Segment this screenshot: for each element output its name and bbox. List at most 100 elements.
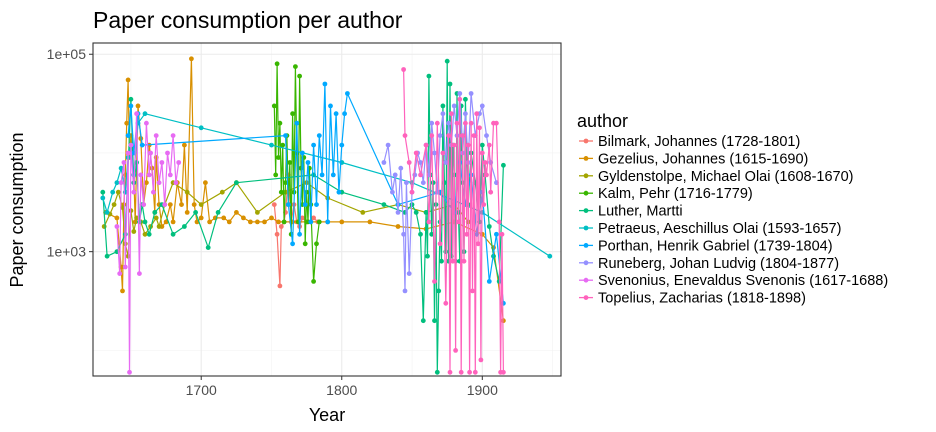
point-2-9 [134,215,140,221]
point-4-21 [381,202,387,208]
point-7-7 [402,288,408,294]
point-2-17 [184,189,190,195]
point-1-42 [262,219,267,225]
point-4-33 [432,318,437,324]
point-7-17 [429,120,435,126]
point-8-21 [165,150,170,156]
point-3-13 [290,111,295,117]
legend-label-7: Runeberg, Johan Ludvig (1804-1877) [598,256,839,272]
point-5-3 [114,180,120,186]
point-3-1 [273,172,279,178]
point-7-1 [385,142,391,148]
point-9-32 [471,133,477,139]
point-4-18 [234,180,239,186]
y-axis: 1e+03 1e+05 [47,46,93,260]
point-6-21 [330,172,336,178]
point-3-18 [297,73,302,79]
point-9-40 [482,160,488,165]
point-7-21 [440,111,446,117]
point-8-23 [170,133,176,139]
point-1-6 [124,120,130,126]
point-7-13 [418,160,423,165]
point-1-29 [189,56,194,62]
point-8-15 [148,150,154,156]
point-7-34 [479,103,485,109]
legend-label-1: Gezelius, Johannes (1615-1690) [598,151,808,167]
point-9-1 [402,133,408,139]
point-6-25 [342,111,347,117]
point-8-18 [156,180,162,186]
point-4-41 [443,249,449,255]
point-8-9 [134,111,140,117]
point-6-4 [139,142,145,148]
point-4-62 [486,224,492,229]
point-1-50 [395,224,401,229]
point-2-25 [360,210,366,215]
point-9-24 [460,133,465,139]
point-0-11 [300,215,305,221]
point-9-49 [501,369,506,375]
point-1-40 [248,219,253,225]
point-8-17 [153,133,159,139]
series-layer [100,56,553,375]
point-6-14 [311,142,316,148]
point-4-60 [479,142,485,148]
series-9 [401,67,506,375]
point-9-48 [499,231,505,237]
point-7-4 [395,210,401,215]
point-4-4 [128,96,134,102]
point-9-39 [481,202,487,208]
point-8-20 [162,202,168,208]
legend-item-2: Gyldenstolpe, Michael Olai (1608-1670) [579,169,854,185]
point-9-27 [464,231,470,237]
point-8-25 [176,160,182,165]
point-3-4 [277,120,283,126]
point-9-29 [467,369,472,375]
point-8-11 [138,172,144,178]
point-9-46 [496,219,502,225]
point-1-34 [207,219,213,225]
point-4-11 [152,210,158,215]
point-4-44 [447,81,453,87]
plot-border [92,42,562,377]
point-9-5 [418,172,423,178]
legend-key-point-1 [583,156,589,161]
point-1-37 [226,219,232,225]
point-4-24 [413,210,419,215]
point-3-29 [316,219,322,225]
point-9-33 [472,369,478,375]
point-4-26 [420,318,426,324]
point-6-35 [486,279,492,284]
point-1-27 [182,142,187,148]
point-1-49 [367,219,373,225]
legend-label-8: Svenonius, Enevaldus Svenonis (1617-1688… [598,273,888,289]
point-4-35 [434,369,440,375]
point-8-0 [114,224,120,229]
point-4-0 [100,189,106,195]
point-8-16 [151,189,156,195]
point-4-15 [193,210,199,215]
point-6-36 [494,231,499,237]
point-6-8 [294,120,300,126]
x-axis: 1700 1800 1900 [186,376,498,398]
point-2-21 [255,210,260,215]
point-8-1 [117,271,123,276]
legend-key-point-5 [583,225,589,231]
point-4-16 [205,245,211,251]
point-8-8 [131,189,137,195]
point-8-2 [118,180,124,186]
point-9-10 [434,120,440,126]
point-9-9 [432,279,437,284]
point-8-4 [122,264,128,270]
point-8-5 [125,150,131,156]
point-6-11 [302,202,308,208]
point-0-14 [311,215,316,221]
point-8-3 [121,160,127,165]
point-1-23 [167,202,173,208]
point-4-40 [442,180,447,186]
series-8 [114,111,182,375]
legend-items: Bilmark, Johannes (1728-1801)Gezelius, J… [579,134,888,307]
point-7-25 [451,103,457,109]
point-4-28 [425,253,430,259]
